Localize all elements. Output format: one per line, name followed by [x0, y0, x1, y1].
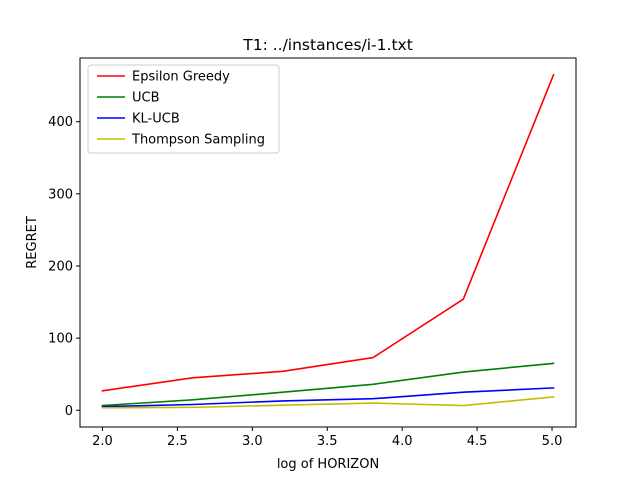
legend-label-3: Thompson Sampling [131, 133, 265, 148]
x-tick-label: 2.5 [167, 434, 188, 449]
x-axis: 2.0 2.5 3.0 3.5 4.0 4.5 5.0 [92, 427, 562, 449]
x-axis-label: log of HORIZON [277, 457, 379, 472]
y-tick-label: 0 [65, 404, 73, 419]
series-line-3 [101, 396, 555, 409]
x-tick-label: 4.5 [467, 434, 488, 449]
x-tick-label: 5.0 [542, 434, 563, 449]
y-tick-label: 300 [48, 187, 73, 202]
y-axis-label: REGRET [25, 216, 40, 269]
chart-title: T1: ../instances/i-1.txt [242, 36, 413, 54]
legend-label-0: Epsilon Greedy [132, 70, 230, 85]
y-tick-label: 200 [48, 259, 73, 274]
series-line-2 [101, 387, 555, 408]
x-tick-label: 2.0 [92, 434, 113, 449]
legend-box [87, 64, 280, 154]
y-tick-label: 400 [48, 115, 73, 130]
series-line-1 [101, 362, 555, 407]
y-tick-label: 100 [48, 332, 73, 347]
x-tick-label: 3.5 [317, 434, 338, 449]
x-tick-label: 4.0 [392, 434, 413, 449]
y-axis: 0 100 200 300 400 [48, 115, 80, 419]
plot-frame [79, 57, 577, 428]
x-tick-label: 3.0 [242, 434, 263, 449]
legend-label-2: KL-UCB [132, 112, 180, 127]
legend-label-1: UCB [132, 91, 160, 106]
series-line-0 [101, 73, 555, 392]
series-layer [101, 73, 555, 409]
legend: Epsilon Greedy UCB KL-UCB Thompson Sampling [87, 64, 280, 154]
